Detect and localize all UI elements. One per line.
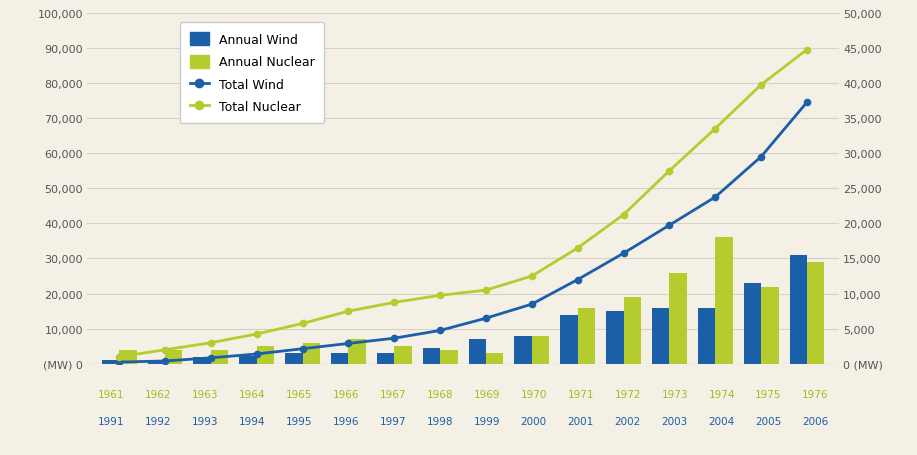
- Bar: [624, 298, 641, 364]
- Text: 1969: 1969: [473, 389, 500, 399]
- Bar: [578, 308, 595, 364]
- Bar: [303, 343, 320, 364]
- Bar: [377, 354, 394, 364]
- Text: 2000: 2000: [521, 416, 547, 426]
- Bar: [790, 255, 807, 364]
- Bar: [239, 356, 257, 364]
- Text: 1971: 1971: [568, 389, 594, 399]
- Text: 1995: 1995: [285, 416, 312, 426]
- Text: 2003: 2003: [661, 416, 688, 426]
- Bar: [102, 360, 119, 364]
- Text: 1961: 1961: [97, 389, 124, 399]
- Bar: [165, 350, 182, 364]
- Text: 2001: 2001: [568, 416, 593, 426]
- Bar: [285, 354, 303, 364]
- Bar: [807, 263, 824, 364]
- Text: 1976: 1976: [802, 389, 829, 399]
- Bar: [148, 362, 165, 364]
- Bar: [698, 308, 715, 364]
- Text: 1965: 1965: [285, 389, 312, 399]
- Bar: [514, 336, 532, 364]
- Bar: [560, 315, 578, 364]
- Bar: [211, 350, 228, 364]
- Text: 2006: 2006: [802, 416, 829, 426]
- Text: 1993: 1993: [192, 416, 218, 426]
- Text: 1972: 1972: [614, 389, 641, 399]
- Text: 1968: 1968: [426, 389, 453, 399]
- Bar: [331, 354, 348, 364]
- Text: 1999: 1999: [473, 416, 500, 426]
- Text: 1994: 1994: [238, 416, 265, 426]
- Bar: [652, 308, 669, 364]
- Text: 1973: 1973: [661, 389, 688, 399]
- Text: 1974: 1974: [708, 389, 735, 399]
- Bar: [669, 273, 687, 364]
- Text: 1996: 1996: [332, 416, 359, 426]
- Bar: [348, 339, 366, 364]
- Bar: [715, 238, 733, 364]
- Bar: [119, 350, 137, 364]
- Bar: [257, 347, 274, 364]
- Text: 1967: 1967: [380, 389, 406, 399]
- Bar: [606, 312, 624, 364]
- Bar: [193, 358, 211, 364]
- Text: 1991: 1991: [97, 416, 124, 426]
- Bar: [440, 350, 458, 364]
- Text: 1964: 1964: [238, 389, 265, 399]
- Text: 1997: 1997: [380, 416, 406, 426]
- Bar: [532, 336, 549, 364]
- Bar: [423, 349, 440, 364]
- Text: 2005: 2005: [756, 416, 781, 426]
- Bar: [761, 287, 779, 364]
- Text: 1998: 1998: [426, 416, 453, 426]
- Text: 1975: 1975: [756, 389, 782, 399]
- Bar: [486, 354, 503, 364]
- Bar: [394, 347, 412, 364]
- Text: 1962: 1962: [144, 389, 171, 399]
- Legend: Annual Wind, Annual Nuclear, Total Wind, Total Nuclear: Annual Wind, Annual Nuclear, Total Wind,…: [180, 23, 325, 124]
- Bar: [469, 339, 486, 364]
- Bar: [744, 283, 761, 364]
- Text: 1992: 1992: [144, 416, 171, 426]
- Text: 2004: 2004: [709, 416, 735, 426]
- Text: 1963: 1963: [192, 389, 218, 399]
- Text: 1966: 1966: [332, 389, 359, 399]
- Text: 1970: 1970: [520, 389, 547, 399]
- Text: 2002: 2002: [614, 416, 641, 426]
